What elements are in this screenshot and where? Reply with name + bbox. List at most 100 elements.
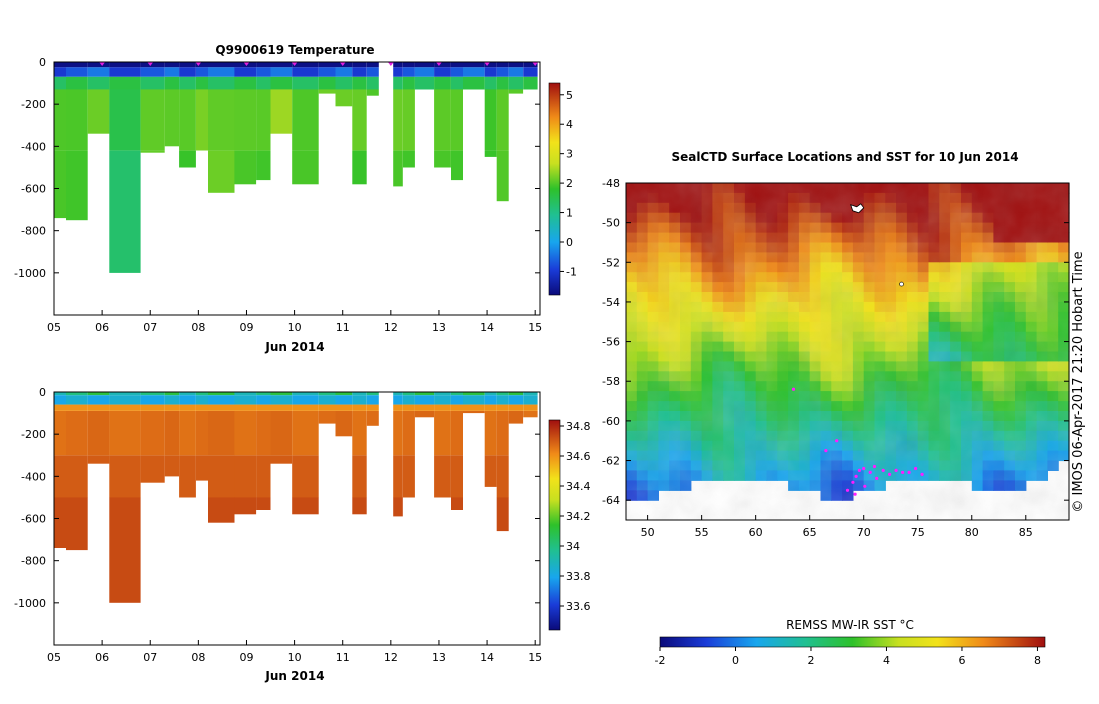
temperature-cell [366,89,379,96]
salinity-profile-column [402,392,415,498]
salinity-cell [402,395,415,405]
temperature-cell [66,76,88,90]
colorbar-tick-label: 5 [566,89,573,102]
salinity-cell [463,392,485,396]
salinity-profile-column [496,392,509,532]
temperature-cell [164,76,180,90]
temperature-cell [451,76,463,90]
salinity-profile-column [208,392,235,523]
temperature-cell [496,76,509,90]
temperature-cell [54,76,66,90]
salinity-profile-column [352,392,367,515]
temperature-cell [484,67,497,77]
temperature-profile-column [140,62,165,153]
salinity-cell [451,392,463,396]
temperature-cell [196,67,208,77]
salinity-cell [463,395,485,405]
temperature-cell [451,89,463,151]
salinity-cell [366,404,379,411]
salinity-profile-column [463,392,485,414]
temperature-cell [393,62,403,68]
temperature-cell [463,76,485,90]
x-tick-label: 15 [528,651,542,664]
salinity-cell [196,411,208,456]
temperature-cell [256,89,271,151]
salinity-cell [335,411,353,437]
temperature-cell [109,89,141,151]
salinity-cell [164,392,180,396]
salinity-cell [179,404,196,411]
temperature-profile-column [352,62,367,185]
salinity-cell [292,392,319,396]
salinity-cell [496,411,509,456]
temperature-cell [496,89,509,151]
map-x-tick-label: 80 [965,526,979,539]
temperature-cell [352,89,367,151]
temperature-cell [234,76,257,90]
salinity-cell [54,395,66,405]
ctd-surface-location [881,468,885,472]
salinity-cell [393,404,403,411]
salinity-cell [87,455,110,464]
ctd-surface-location [791,387,796,391]
temperature-profile-column [179,62,196,168]
salinity-cell [523,392,538,396]
temperature-cell [140,150,165,153]
salinity-profile-column [366,392,379,426]
salinity-cell [196,395,208,405]
temperature-profile-column [292,62,319,185]
salinity-profile-column [196,392,208,481]
colorbar-tick-label: 2 [566,177,573,190]
salinity-cell [179,395,196,405]
ctd-surface-location [845,488,850,492]
salinity-cell [292,455,319,498]
salinity-profile-column [414,392,435,418]
y-tick-label: -800 [21,225,46,238]
temperature-profile-column [87,62,110,134]
salinity-cell [335,392,353,396]
salinity-cell [66,411,88,456]
temperature-cell [434,76,451,90]
salinity-cell [140,411,165,456]
temperature-cell [434,150,451,168]
temperature-cell [208,150,235,193]
temperature-cell [140,67,165,77]
salinity-cell [463,404,485,411]
temperature-cell [434,67,451,77]
sst-colorbar-label: REMSS MW-IR SST °C [786,618,914,632]
colorbar-tick-label: -1 [566,265,577,278]
salinity-cell [352,392,367,396]
temperature-cell [414,62,435,68]
sst-map-frame [625,182,1070,521]
x-tick-label: 05 [47,651,61,664]
y-tick-label: -1000 [14,267,46,280]
salinity-profile-column [335,392,353,437]
map-y-tick-label: -58 [602,375,620,388]
salinity-cell [352,395,367,405]
profile-time-marker [147,62,154,66]
ctd-surface-location [894,468,898,472]
salinity-cell [270,455,293,464]
x-tick-label: 07 [143,651,157,664]
salinity-cell [523,395,538,405]
temperature-cell [292,62,319,68]
temperature-cell [352,150,367,185]
salinity-profile-column [523,392,538,418]
salinity-cell [179,392,196,396]
salinity-profile-column [393,392,403,517]
salinity-cell [508,404,524,411]
temperature-cell [270,62,293,68]
salinity-cell [335,395,353,405]
salinity-cell [484,392,497,396]
salinity-cell [234,395,257,405]
salinity-cell [414,411,435,418]
temperature-cell [140,62,165,68]
temperature-cell [463,67,485,77]
map-y-tick-label: -52 [602,256,620,269]
salinity-cell [164,395,180,405]
temperature-cell [196,76,208,90]
ctd-surface-location [920,472,924,476]
salinity-cell [109,455,141,498]
salinity-cell [318,411,336,424]
salinity-cell [393,411,403,456]
